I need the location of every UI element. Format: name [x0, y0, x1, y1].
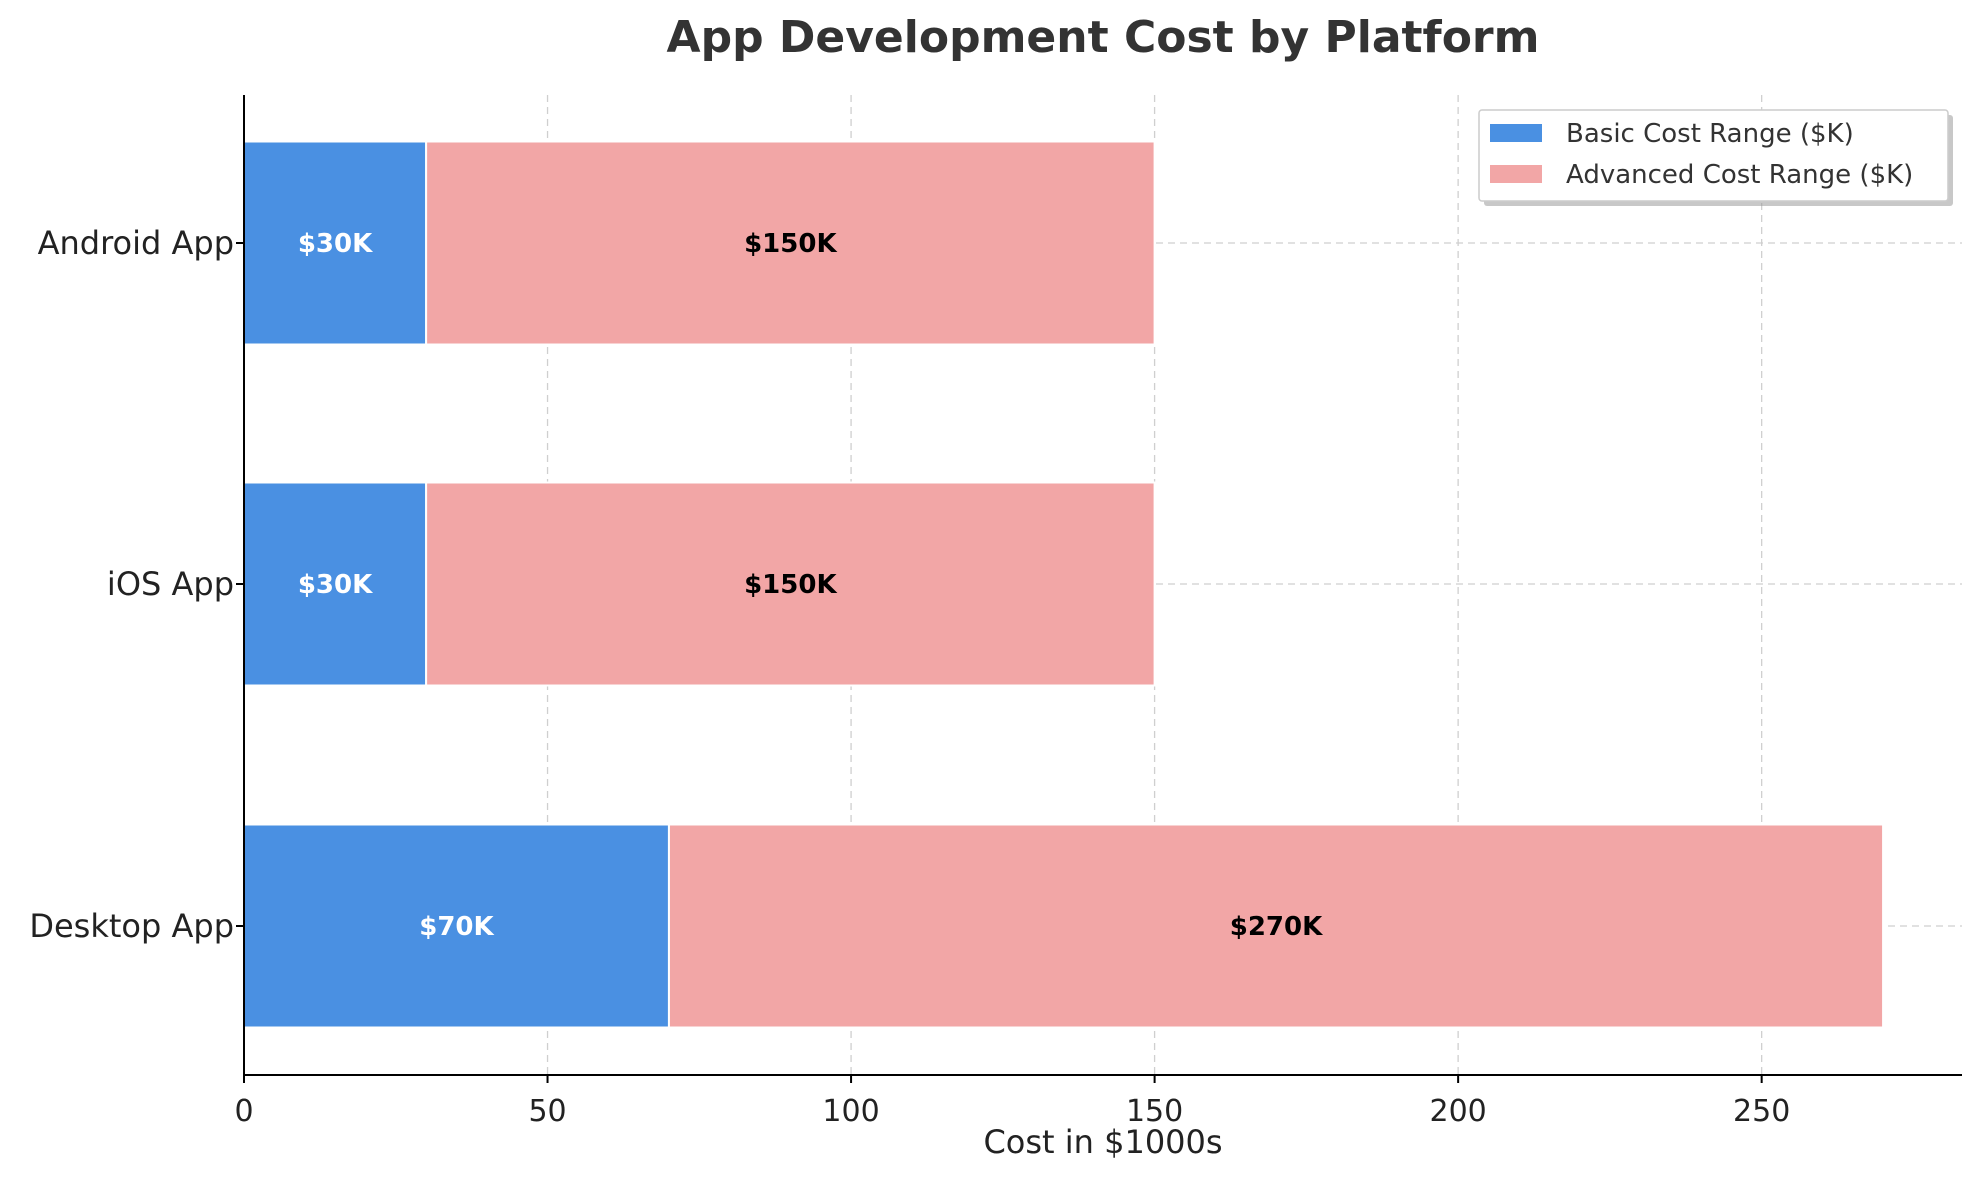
legend: Basic Cost Range ($K) Advanced Cost Rang…	[1478, 109, 1953, 206]
legend-swatch-advanced	[1490, 165, 1542, 183]
bar-label-advanced: $150K	[744, 570, 837, 600]
bars-layer: $30K $150K $30K $150K $70K $270K	[243, 140, 1885, 1029]
bar-advanced	[667, 823, 1885, 1029]
bar-advanced	[425, 140, 1156, 346]
bar-label-basic: $70K	[419, 912, 494, 942]
x-tick-label: 250	[1733, 1094, 1790, 1129]
legend-label-advanced: Advanced Cost Range ($K)	[1566, 160, 1913, 190]
bar-label-advanced: $150K	[744, 229, 837, 259]
bar-basic	[243, 140, 428, 346]
legend-label-basic: Basic Cost Range ($K)	[1566, 119, 1854, 149]
y-tick-label: Desktop App	[29, 907, 234, 945]
x-axis-title: Cost in $1000s	[983, 1123, 1222, 1161]
bar-label-advanced: $270K	[1230, 912, 1323, 942]
x-tick-label: 100	[822, 1094, 879, 1129]
bar-label-basic: $30K	[298, 229, 373, 259]
x-tick-label: 0	[234, 1094, 253, 1129]
x-tick-label: 50	[528, 1094, 566, 1129]
legend-box	[1478, 109, 1949, 202]
bar-advanced	[425, 481, 1156, 687]
x-tick-label: 150	[1126, 1094, 1183, 1129]
bar-label-basic: $30K	[298, 570, 373, 600]
y-tick-label: iOS App	[107, 565, 234, 603]
ticks-layer: 0 50 100 150 200 250 Android App iOS App Desktop…	[29, 224, 1790, 1129]
y-tick-label: Android App	[38, 224, 234, 262]
bar-basic	[243, 823, 670, 1029]
x-tick-label: 200	[1430, 1094, 1487, 1129]
chart-title: App Development Cost by Platform	[667, 12, 1540, 63]
legend-swatch-basic	[1490, 124, 1542, 142]
